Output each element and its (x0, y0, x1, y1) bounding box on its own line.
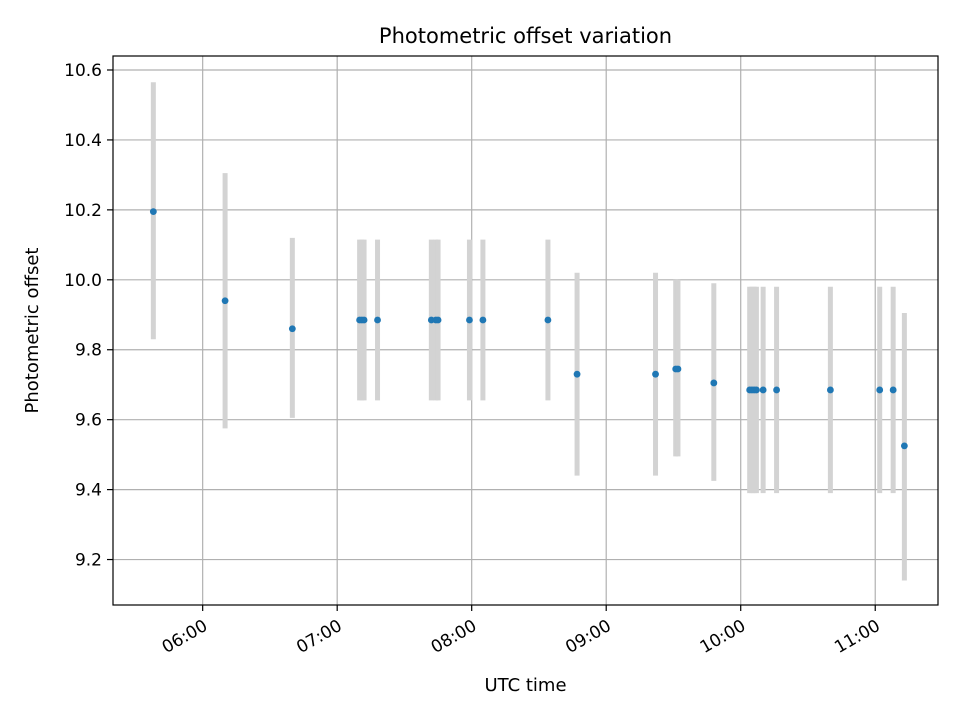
data-point (889, 386, 897, 394)
data-point (221, 297, 229, 305)
data-point (876, 386, 884, 394)
chart-title: Photometric offset variation (379, 24, 672, 48)
data-point (149, 208, 157, 216)
data-point (544, 316, 552, 324)
y-tick-label: 10.6 (64, 61, 102, 81)
y-axis-ticks: 9.2 9.4 9.6 9.8 10.0 10.2 10.4 10.6 (64, 61, 113, 571)
data-point (434, 316, 442, 324)
y-tick-label: 9.6 (75, 411, 102, 431)
data-point (573, 370, 581, 378)
data-point (288, 325, 296, 333)
data-point (652, 370, 659, 378)
y-axis-title: Photometric offset (22, 248, 43, 414)
y-tick-label: 10.0 (64, 271, 102, 291)
data-point (710, 379, 718, 387)
data-point (360, 316, 368, 324)
plot-frame (112, 55, 939, 606)
grid (113, 56, 938, 605)
data-point (479, 316, 487, 324)
y-tick-label: 10.4 (64, 131, 102, 151)
data-point (674, 365, 682, 373)
y-tick-label: 9.4 (75, 481, 102, 501)
y-tick-label: 10.2 (64, 201, 102, 221)
x-axis-title: UTC time (484, 675, 566, 696)
data-point (466, 316, 473, 324)
data-point (759, 386, 767, 394)
y-tick-label: 9.8 (75, 341, 102, 361)
data-point (900, 442, 908, 450)
y-tick-label: 9.2 (75, 551, 102, 571)
data-points (149, 208, 908, 450)
data-point (773, 386, 780, 394)
data-point (374, 316, 381, 324)
data-point (753, 386, 760, 394)
data-point (826, 386, 834, 394)
